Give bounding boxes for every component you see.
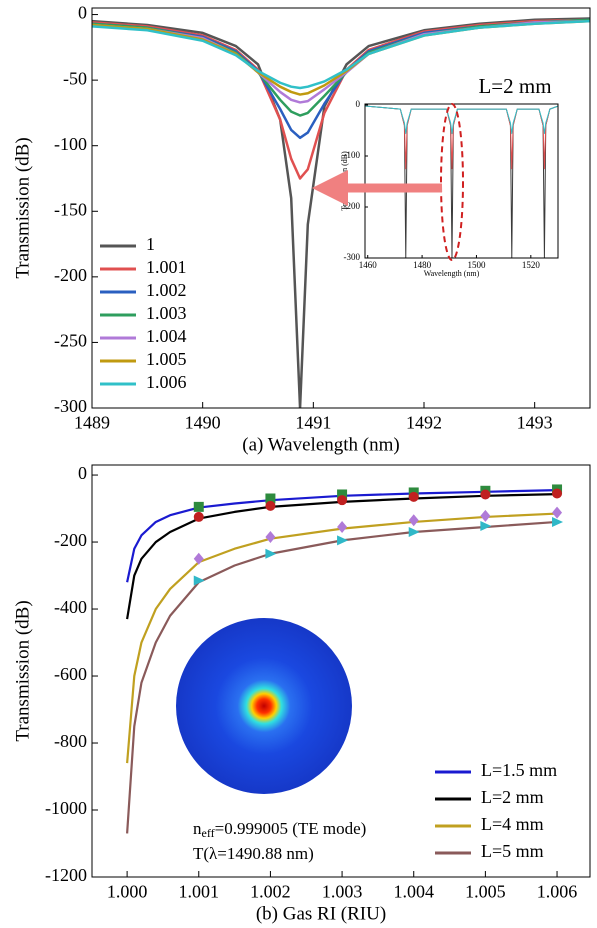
x-tick-label: 1489: [74, 412, 110, 432]
marker: [193, 575, 205, 586]
y-tick-label: 0: [78, 3, 87, 23]
x-tick-label: 1520: [522, 260, 541, 270]
x-tick-label: 1493: [517, 412, 553, 432]
y-tick-label: -400: [54, 597, 87, 617]
annotation-text: n: [193, 819, 202, 838]
y-tick-label: -150: [54, 199, 87, 219]
annotation-subscript: eff: [202, 826, 215, 840]
x-tick-label: 1.001: [179, 881, 220, 901]
annotation-text: =0.999005 (TE mode): [215, 819, 367, 838]
y-axis-label: Transmission (dB): [340, 151, 349, 211]
legend-label: 1.001: [146, 257, 187, 277]
y-tick-label: -1000: [45, 798, 87, 818]
plot-area: [126, 484, 564, 834]
marker: [408, 514, 419, 527]
marker: [265, 531, 276, 544]
series-line: [126, 489, 558, 583]
y-tick-label: -300: [344, 252, 361, 262]
y-tick-label: -200: [54, 265, 87, 285]
legend-label: L=4 mm: [481, 814, 544, 834]
marker: [480, 509, 491, 522]
mode-profile: [176, 618, 352, 794]
marker: [337, 489, 348, 500]
marker: [408, 491, 419, 502]
x-tick-label: 1480: [413, 260, 432, 270]
x-tick-label: 1.003: [322, 881, 363, 901]
marker: [337, 495, 348, 506]
panel-b: 1.000 1.001 1.002 1.003 1.004 1.005 1.006 0 -200…: [12, 463, 591, 924]
y-tick-label: 0: [78, 463, 87, 483]
annotation-text: T(λ=1490.88 nm): [193, 844, 314, 863]
x-tick-label: 1490: [185, 412, 221, 432]
y-tick-label: -300: [54, 396, 87, 416]
marker: [408, 526, 420, 537]
legend-label: 1.002: [146, 280, 187, 300]
legend-label: 1.004: [146, 326, 187, 346]
marker: [552, 488, 563, 499]
x-tick-label: 1.006: [537, 881, 578, 901]
legend-label: L=5 mm: [481, 841, 544, 861]
axes-frame: [364, 103, 559, 259]
marker: [265, 500, 276, 511]
x-tick-label: 1500: [467, 260, 486, 270]
series-line: [126, 493, 558, 620]
axes-frame: [91, 464, 591, 878]
marker: [193, 501, 204, 512]
y-tick-label: -100: [54, 134, 87, 154]
panel-a: 1489 1490 1491 1492 1493 0 -50 -100 -150 -200 -250…: [12, 3, 591, 455]
y-tick-label: -100: [344, 150, 361, 160]
y-tick-label: -250: [54, 331, 87, 351]
marker: [337, 535, 349, 546]
annotations: neff=0.999005 (TE mode) T(λ=1490.88 nm): [193, 819, 366, 863]
marker: [552, 516, 564, 527]
marker: [265, 493, 276, 504]
x-tick-label: 1460: [359, 260, 378, 270]
y-axis-label: Transmission (dB): [12, 600, 33, 741]
series-line: [92, 17, 590, 408]
y-tick-label: -200: [54, 530, 87, 550]
x-axis-label: (a) Wavelength (nm): [242, 434, 399, 455]
marker: [193, 511, 204, 522]
marker: [552, 506, 563, 519]
x-tick-label: 1.002: [250, 881, 291, 901]
series-line: [126, 512, 558, 764]
marker: [193, 552, 204, 565]
y-tick-label: -200: [344, 201, 361, 211]
legend-label: 1.006: [146, 372, 187, 392]
series-line: [365, 105, 558, 135]
marker: [480, 520, 492, 531]
axes-frame: [91, 7, 591, 409]
x-tick-label: 1.004: [393, 881, 434, 901]
series-line: [92, 19, 590, 90]
marker: [337, 520, 348, 533]
x-tick-label: 1492: [406, 412, 442, 432]
legend-label: 1.005: [146, 349, 187, 369]
x-axis-label: Wavelength (nm): [424, 269, 480, 278]
legend-label: 1: [146, 234, 155, 254]
legend-label: L=2 mm: [481, 787, 544, 807]
y-axis-label: Transmission (dB): [12, 137, 33, 278]
y-tick-label: -50: [63, 68, 87, 88]
annotation: neff=0.999005 (TE mode): [193, 819, 366, 840]
marker: [480, 489, 491, 500]
plot-area: [92, 17, 590, 408]
annotation: T(λ=1490.88 nm): [193, 844, 314, 863]
y-tick-label: 0: [356, 99, 361, 109]
marker: [265, 548, 277, 559]
series-line: [126, 520, 558, 834]
highlight-ellipse: [440, 103, 464, 261]
y-tick-label: -600: [54, 664, 87, 684]
inset-title: L=2 mm: [478, 74, 551, 98]
legend-label: L=1.5 mm: [481, 760, 557, 780]
x-axis-label: (b) Gas RI (RIU): [256, 903, 386, 924]
legend-label: 1.003: [146, 303, 187, 323]
x-tick-label: 1491: [295, 412, 331, 432]
x-tick-label: 1.005: [465, 881, 506, 901]
y-tick-label: -800: [54, 731, 87, 751]
x-tick-label: 1.000: [107, 881, 148, 901]
y-tick-label: -1200: [45, 865, 87, 885]
